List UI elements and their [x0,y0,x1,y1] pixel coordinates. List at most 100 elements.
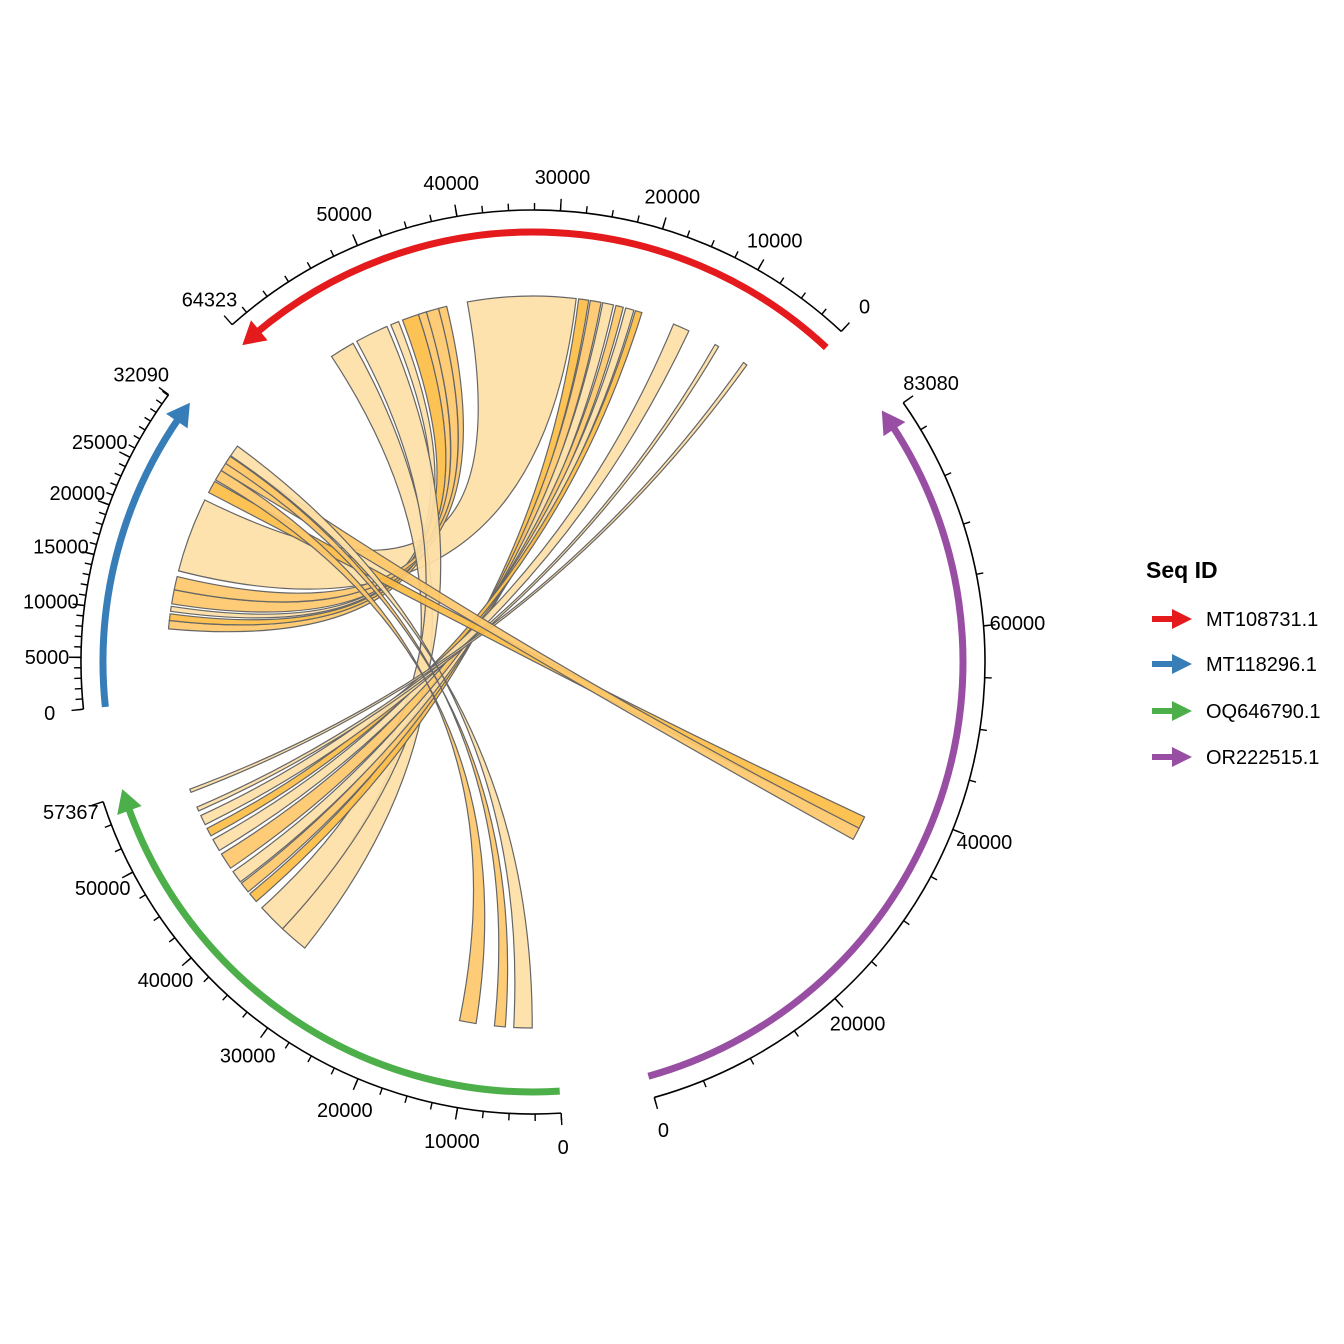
legend-label: OQ646790.1 [1206,701,1321,723]
minor-tick [80,583,88,586]
sequence-axes [69,198,996,1126]
major-tick [757,259,765,271]
minor-tick [749,1057,755,1065]
tick-label: 40000 [957,832,1013,854]
minor-tick [403,221,407,229]
legend-item-mt118296: MT118296.1 [1152,654,1317,676]
tick-labels: 0 10000 20000 30000 40000 50000 64323 0 5000 1000… [23,167,1045,1159]
link-ribbon [177,295,577,590]
link-ribbon [207,480,866,830]
axis-line [102,801,562,1115]
tick-label: 0 [859,297,870,319]
legend-arrowhead-icon [1172,654,1192,674]
minor-tick [481,205,484,213]
major-tick [119,451,131,458]
major-tick [559,198,562,211]
tick-label: 32090 [113,365,169,387]
legend-item-oq646790: OQ646790.1 [1152,701,1321,723]
sequence-arrow-mt118296-1 [99,415,183,708]
minor-tick [969,779,977,783]
major-tick [834,997,844,1008]
link-ribbons [167,295,866,1029]
minor-tick [133,434,141,440]
legend-label: OR222515.1 [1206,747,1319,769]
minor-tick [242,1011,248,1018]
minor-tick [710,239,715,247]
minor-tick [76,614,84,617]
major-tick [352,234,359,246]
minor-tick [106,491,114,496]
sequence-arrow-mt108731-1 [253,228,829,351]
tick-label: 20000 [830,1014,886,1036]
major-tick [560,1113,563,1126]
minor-tick [636,215,640,223]
tick-label: 60000 [990,613,1046,635]
minor-tick [114,472,122,477]
minor-tick [330,1067,335,1075]
major-tick [983,624,996,627]
minor-tick [979,728,987,732]
minor-tick [976,572,984,576]
link-ribbon [214,469,486,1025]
minor-tick [110,482,118,487]
minor-tick [153,916,160,922]
tick-label: 0 [44,703,55,725]
major-tick [840,322,850,332]
minor-tick [284,1042,290,1049]
minor-tick [262,290,268,297]
link-ribbon [199,323,690,826]
tick-label: 40000 [423,173,479,195]
legend-title: Seq ID [1146,557,1218,583]
tick-label: 83080 [903,373,959,395]
minor-tick [149,407,157,413]
minor-tick [686,230,691,238]
minor-tick [118,462,126,468]
minor-tick [307,1055,312,1063]
minor-tick [585,206,588,214]
minor-tick [284,275,290,283]
minor-tick [75,624,83,627]
major-tick [82,550,95,556]
tick-label: 50000 [75,878,131,900]
tick-label: 0 [658,1120,669,1142]
major-tick [97,500,110,506]
minor-tick [734,251,739,258]
tick-label: 57367 [43,802,99,824]
arrowhead-icon [166,402,190,429]
minor-tick [75,698,83,701]
minor-tick [702,1080,707,1088]
tick-label: 5000 [25,647,70,669]
minor-tick [963,521,971,525]
minor-tick [92,531,100,536]
minor-tick [404,1095,408,1103]
minor-tick [78,593,87,596]
minor-tick [330,249,335,257]
legend-label: MT118296.1 [1206,654,1317,676]
link-ribbon [196,343,720,812]
major-tick [91,800,104,807]
tick-label: 20000 [317,1100,373,1122]
legend-arrowhead-icon [1172,747,1192,767]
axis-line [231,209,842,333]
minor-tick [429,1102,433,1110]
minor-tick [821,308,827,315]
link-ribbon [229,445,533,1029]
tick-label: 30000 [220,1045,276,1067]
minor-tick [222,994,228,1001]
major-tick [71,708,84,712]
legend-arrowhead-icon [1172,701,1192,721]
minor-tick [920,425,928,431]
link-ribbon [206,309,643,837]
minor-tick [89,541,97,546]
sequence-arrows [99,228,967,1096]
tick-label: 10000 [747,230,803,252]
tick-label: 10000 [424,1131,480,1153]
minor-tick [903,920,910,926]
sequence-arrow-oq646790-1 [124,805,560,1096]
minor-tick [98,511,106,516]
major-tick [352,1078,359,1091]
legend-label: MT108731.1 [1206,609,1318,631]
major-tick [260,1027,269,1039]
minor-tick [379,1087,383,1095]
major-tick [952,828,965,835]
